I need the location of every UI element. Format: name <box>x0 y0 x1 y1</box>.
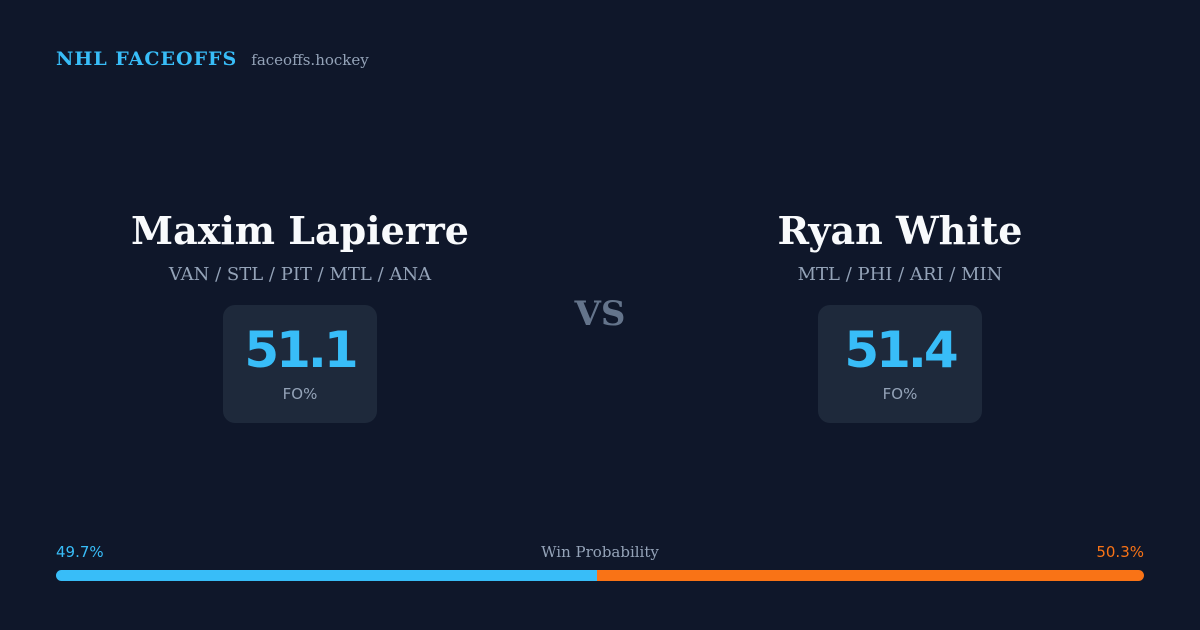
win-probability-labels: 49.7% Win Probability 50.3% <box>56 542 1144 564</box>
brand-site: faceoffs.hockey <box>251 51 369 69</box>
win-probability-title: Win Probability <box>541 543 659 561</box>
player-right-card: Ryan White MTL / PHI / ARI / MIN 51.4 FO… <box>650 205 1150 423</box>
player-right-stat-box: 51.4 FO% <box>818 305 982 423</box>
player-left-name: Maxim Lapierre <box>131 208 469 253</box>
brand-header: NHL FACEOFFS faceoffs.hockey <box>56 48 369 70</box>
win-probability-right: 50.3% <box>1096 543 1144 561</box>
player-right-name: Ryan White <box>777 208 1023 253</box>
player-right-fo-value: 51.4 <box>844 321 958 379</box>
win-probability-bar-left <box>56 570 597 581</box>
player-left-stat-box: 51.1 FO% <box>223 305 377 423</box>
player-left-fo-value: 51.1 <box>244 321 358 379</box>
win-probability-left: 49.7% <box>56 543 104 561</box>
player-left-teams: VAN / STL / PIT / MTL / ANA <box>168 264 432 285</box>
win-probability-bar-right <box>596 570 1144 581</box>
brand-title: NHL FACEOFFS <box>56 48 238 70</box>
player-left-fo-label: FO% <box>282 385 318 403</box>
player-left-card: Maxim Lapierre VAN / STL / PIT / MTL / A… <box>50 205 550 423</box>
win-probability-bar <box>56 570 1144 581</box>
player-right-fo-label: FO% <box>882 385 918 403</box>
player-right-teams: MTL / PHI / ARI / MIN <box>797 264 1003 285</box>
vs-label: VS <box>574 294 626 334</box>
